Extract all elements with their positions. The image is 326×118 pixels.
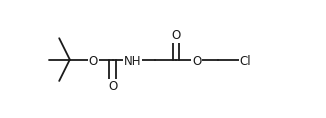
Text: O: O — [171, 29, 181, 42]
Text: O: O — [108, 80, 117, 93]
Text: O: O — [192, 55, 201, 68]
Text: Cl: Cl — [240, 55, 251, 68]
Text: O: O — [89, 55, 98, 68]
Text: NH: NH — [124, 55, 141, 68]
